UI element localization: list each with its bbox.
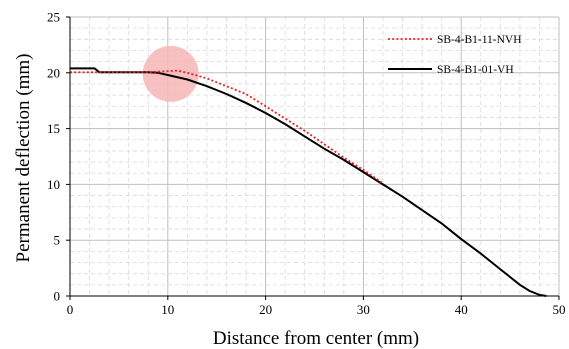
x-axis-title: Distance from center (mm) xyxy=(213,328,419,349)
x-tick-label: 0 xyxy=(67,302,74,317)
y-tick-label: 25 xyxy=(47,10,60,25)
series-line-1 xyxy=(70,69,384,185)
y-tick-label: 10 xyxy=(47,177,60,192)
x-tick-label: 30 xyxy=(357,302,370,317)
series-layer xyxy=(70,67,547,297)
x-tick-label: 10 xyxy=(161,302,174,317)
axes xyxy=(66,16,560,300)
x-tick-label: 50 xyxy=(553,302,566,317)
y-tick-labels: 0 5 10 15 20 25 xyxy=(47,10,60,304)
y-tick-label: 5 xyxy=(54,233,61,248)
x-tick-label: 20 xyxy=(259,302,272,317)
highlight-layer xyxy=(142,45,199,102)
legend: SB-4-B1-11-NVH SB-4-B1-01-VH xyxy=(388,34,522,76)
y-axis-title: Permanent deflection (mm) xyxy=(13,54,34,263)
major-grid xyxy=(70,16,560,296)
y-tick-label: 15 xyxy=(47,121,60,136)
x-tick-label: 40 xyxy=(455,302,468,317)
y-tick-label: 20 xyxy=(47,65,60,80)
series-line-2 xyxy=(70,67,547,297)
x-tick-labels: 0 10 20 30 40 50 xyxy=(67,302,566,317)
y-tick-label: 0 xyxy=(54,289,61,304)
highlight-circle xyxy=(142,45,199,102)
legend-label-2: SB-4-B1-01-VH xyxy=(437,64,514,76)
minor-grid xyxy=(70,17,559,296)
legend-label-1: SB-4-B1-11-NVH xyxy=(437,34,522,46)
